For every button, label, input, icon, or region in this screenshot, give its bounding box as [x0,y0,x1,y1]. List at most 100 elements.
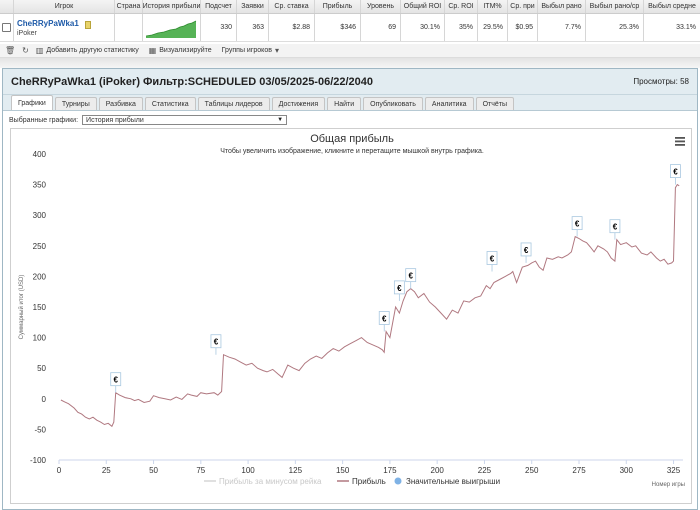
euro-icon: € [673,168,678,177]
count-value: 330 [201,14,237,41]
avg-prize-value: $0.95 [508,14,538,41]
y-tick-label: 50 [37,364,46,373]
tab-achievements[interactable]: Достижения [271,97,326,110]
euro-icon: € [214,338,219,347]
header-mid-out[interactable]: Выбыл средне [648,3,696,10]
big-win-flag [378,311,390,325]
header-level[interactable]: Уровень [361,0,401,13]
profit-value: $346 [315,14,361,41]
header-total-roi[interactable]: Общий ROI [401,0,445,13]
flag-icon [84,21,91,29]
tab-statistics[interactable]: Статистика [144,97,196,110]
euro-icon: € [382,314,387,323]
avg-roi-value: 35% [445,14,478,41]
tab-publish[interactable]: Опубликовать [363,97,423,110]
early-out-avg-value: 25.3% [586,14,644,41]
x-tick-label: 200 [431,466,445,475]
graph-selector-label: Выбранные графики: [9,116,79,124]
euro-icon: € [408,272,413,281]
player-stats-table: Игрок Страна История прибыли Подсчет Зая… [0,0,700,42]
x-tick-label: 275 [572,466,586,475]
player-groups-dropdown[interactable]: Группы игроков ▾ [222,46,282,55]
header-profit[interactable]: Прибыль [315,0,361,13]
euro-icon: € [114,376,119,385]
header-count[interactable]: Подсчет [201,0,237,13]
chart-subtitle: Чтобы увеличить изображение, кликните и … [220,147,484,155]
x-tick-label: 225 [478,466,492,475]
views-count: Просмотры: 58 [633,77,689,86]
level-value: 69 [361,14,401,41]
player-panel: CheRRyPaWka1 (iPoker) Фильтр:SCHEDULED 0… [2,68,698,510]
tab-find[interactable]: Найти [327,97,362,110]
header-player[interactable]: Игрок [14,0,115,13]
separator-band [0,58,700,68]
add-stats-button[interactable]: ▥ Добавить другую статистику [36,46,139,55]
euro-icon: € [490,255,495,264]
panel-title: CheRRyPaWka1 (iPoker) Фильтр:SCHEDULED 0… [11,75,374,88]
legend-big-win-label: Значительные выигрыши [406,477,500,486]
y-tick-label: -100 [30,456,47,465]
x-tick-label: 75 [196,466,205,475]
graph-select-value: История прибыли [86,116,144,124]
mid-out-value: 33.1% [676,24,696,31]
chart-icon: ▦ [148,46,157,55]
big-win-flag [609,219,621,234]
y-tick-label: 0 [42,395,47,404]
country-cell [115,14,143,41]
tab-tournaments[interactable]: Турниры [54,97,97,110]
x-tick-label: 250 [525,466,539,475]
y-tick-label: 200 [33,272,47,281]
profit-series-line [60,183,680,428]
tab-graphs[interactable]: Графики [11,95,53,110]
columns-icon: ▥ [35,46,44,55]
y-tick-label: 150 [33,303,47,312]
y-tick-label: 400 [33,150,47,159]
player-name-link[interactable]: CheRRyPaWka1 [17,18,79,28]
profit-chart[interactable]: Общая прибыль Чтобы увеличить изображение… [10,128,692,504]
panel-header: CheRRyPaWka1 (iPoker) Фильтр:SCHEDULED 0… [3,69,697,95]
tab-leaderboards[interactable]: Таблицы лидеров [197,97,270,110]
chevron-down-icon: ▼ [277,117,284,123]
header-itm[interactable]: ITM% [478,0,508,13]
tab-analytics[interactable]: Аналитика [424,97,474,110]
header-avg-prize[interactable]: Ср. при [508,0,538,13]
panel-tabs: Графики Турниры Разбивка Статистика Табл… [3,95,697,111]
header-avg-stake[interactable]: Ср. ставка [269,0,315,13]
trash-icon[interactable]: 🗑 [5,46,16,55]
profit-history-sparkline[interactable] [143,14,201,41]
tab-reports[interactable]: Отчёты [475,97,514,110]
euro-icon: € [524,246,529,255]
profit-chart-svg[interactable]: Общая прибыль Чтобы увеличить изображение… [11,129,693,505]
legend-profit-label: Прибыль [352,477,386,486]
table-row[interactable]: CheRRyPaWka1 iPoker 330 363 $2.88 $346 6… [0,14,700,42]
tab-breakdown[interactable]: Разбивка [98,97,143,110]
early-out-value: 7.7% [538,14,586,41]
header-entries[interactable]: Заявки [237,0,269,13]
refresh-icon[interactable]: ↻ [22,46,29,55]
header-avg-roi[interactable]: Ср. ROI [445,0,478,13]
y-tick-label: -50 [34,425,46,434]
y-tick-label: 250 [33,242,47,251]
legend-rake-label: Прибыль за минусом рейка [219,477,322,486]
player-cell[interactable]: CheRRyPaWka1 iPoker [14,14,115,41]
x-tick-label: 25 [102,466,111,475]
big-win-flag [571,216,583,231]
x-tick-label: 0 [57,466,62,475]
graph-select[interactable]: История прибыли ▼ [82,115,288,125]
row-checkbox[interactable] [0,14,14,41]
header-early-out-avg[interactable]: Выбыл рано/ср [586,0,644,13]
chart-menu-icon[interactable] [675,137,685,146]
total-roi-value: 30.1% [401,14,445,41]
avg-stake-value: $2.88 [269,14,315,41]
euro-icon: € [397,284,402,293]
itm-value: 29.5% [478,14,508,41]
add-stats-label: Добавить другую статистику [46,47,139,54]
chevron-down-icon: ▾ [274,46,279,55]
x-tick-label: 325 [667,466,681,475]
stats-toolbar: 🗑 ↻ ▥ Добавить другую статистику ▦ Визуа… [0,44,700,58]
y-axis-label: Суммарный итог (USD) [18,275,25,340]
visualize-button[interactable]: ▦ Визуализируйте [149,46,212,55]
header-country[interactable]: Страна [115,0,143,13]
header-early-out[interactable]: Выбыл рано [538,0,586,13]
header-profit-history[interactable]: История прибыли [143,0,201,13]
